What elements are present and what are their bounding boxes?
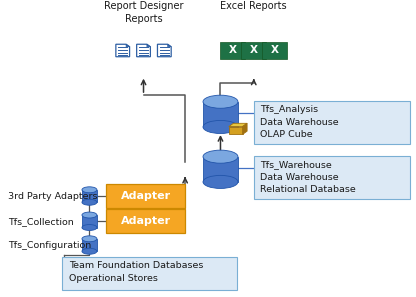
Text: Adapter: Adapter xyxy=(121,191,171,201)
Polygon shape xyxy=(157,44,171,57)
FancyBboxPatch shape xyxy=(254,101,410,144)
Text: Adapter: Adapter xyxy=(121,216,171,226)
FancyBboxPatch shape xyxy=(62,257,237,290)
Bar xyxy=(203,157,238,182)
Text: Tfs_Analysis
Data Warehouse
OLAP Cube: Tfs_Analysis Data Warehouse OLAP Cube xyxy=(260,105,339,139)
Ellipse shape xyxy=(203,121,238,134)
Ellipse shape xyxy=(203,175,238,189)
Text: Tfs_Configuration: Tfs_Configuration xyxy=(8,241,92,249)
Bar xyxy=(262,42,287,59)
Text: Tfs_Collection: Tfs_Collection xyxy=(8,217,74,226)
FancyBboxPatch shape xyxy=(254,156,410,199)
Ellipse shape xyxy=(82,225,97,230)
Bar xyxy=(220,42,245,59)
Ellipse shape xyxy=(203,150,238,163)
Bar xyxy=(82,239,97,251)
Ellipse shape xyxy=(82,236,97,242)
Polygon shape xyxy=(116,44,130,57)
Text: X: X xyxy=(270,45,279,56)
Text: X: X xyxy=(229,45,237,56)
Polygon shape xyxy=(243,123,247,135)
Bar xyxy=(82,215,97,228)
Text: Report Designer
Reports: Report Designer Reports xyxy=(104,1,183,24)
Ellipse shape xyxy=(203,95,238,108)
Polygon shape xyxy=(168,44,171,47)
Ellipse shape xyxy=(82,187,97,193)
Polygon shape xyxy=(147,44,151,47)
Text: X: X xyxy=(250,45,258,56)
Polygon shape xyxy=(229,127,243,135)
Bar xyxy=(82,190,97,202)
FancyBboxPatch shape xyxy=(106,184,185,208)
Ellipse shape xyxy=(82,212,97,218)
Polygon shape xyxy=(229,123,247,127)
Polygon shape xyxy=(136,44,151,57)
Text: Excel Reports: Excel Reports xyxy=(220,1,287,12)
Text: 3rd Party Adapters: 3rd Party Adapters xyxy=(8,192,98,200)
Bar xyxy=(203,102,238,127)
Text: Team Foundation Databases
Operational Stores: Team Foundation Databases Operational St… xyxy=(69,261,204,283)
FancyBboxPatch shape xyxy=(106,209,185,233)
Text: Tfs_Warehouse
Data Warehouse
Relational Database: Tfs_Warehouse Data Warehouse Relational … xyxy=(260,160,356,194)
Ellipse shape xyxy=(82,248,97,254)
Bar xyxy=(241,42,266,59)
Ellipse shape xyxy=(82,199,97,205)
Polygon shape xyxy=(126,44,130,47)
